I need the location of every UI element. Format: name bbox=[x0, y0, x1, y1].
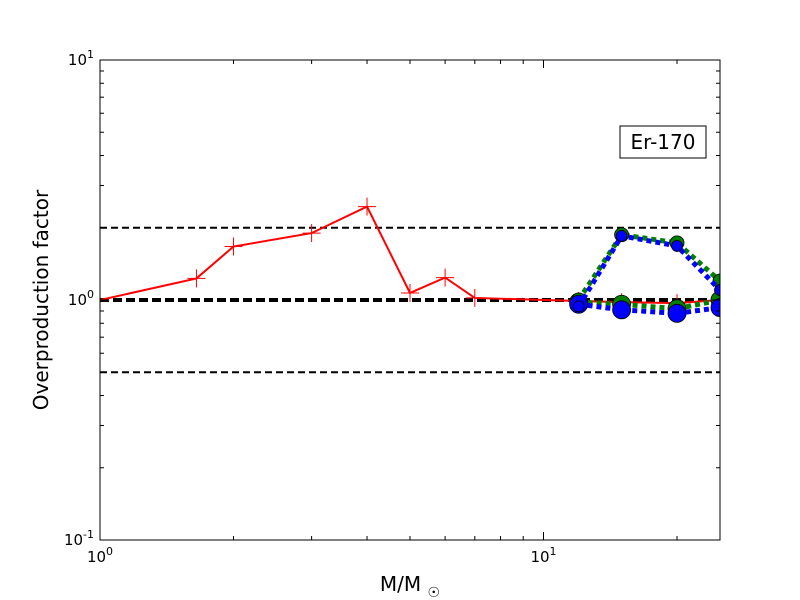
y-axis-label: Overproduction factor bbox=[29, 189, 53, 410]
x-axis-label: M/M ☉ bbox=[380, 572, 440, 600]
minor-ticks bbox=[100, 60, 720, 540]
data-point bbox=[671, 240, 683, 252]
data-point bbox=[187, 269, 206, 288]
annotation-box: Er-170 bbox=[619, 125, 707, 159]
annotation-label: Er-170 bbox=[631, 130, 696, 154]
y-tick-label: 100 bbox=[68, 288, 94, 309]
series-4 bbox=[572, 229, 720, 313]
data-point bbox=[710, 298, 720, 317]
series-line-0 bbox=[100, 205, 720, 305]
data-point bbox=[714, 284, 720, 296]
y-tick-label: 101 bbox=[68, 48, 94, 69]
data-point bbox=[612, 300, 632, 320]
data-point bbox=[667, 303, 687, 323]
series-3 bbox=[569, 294, 720, 323]
data-point bbox=[465, 288, 484, 307]
data-point bbox=[224, 237, 243, 256]
data-point bbox=[358, 197, 377, 216]
data-point bbox=[615, 229, 628, 242]
series-layer bbox=[100, 197, 720, 323]
y-tick-label: 10-1 bbox=[64, 528, 94, 549]
data-point bbox=[401, 283, 419, 302]
data-point bbox=[302, 224, 321, 243]
reference-lines bbox=[100, 226, 720, 374]
x-axis-label-subscript: ☉ bbox=[428, 585, 441, 600]
x-tick-label: 100 bbox=[87, 545, 113, 566]
data-point bbox=[436, 268, 455, 287]
data-point bbox=[572, 300, 585, 313]
plot-frame bbox=[99, 59, 721, 541]
series-line-1 bbox=[578, 297, 720, 312]
series-line-2 bbox=[576, 232, 720, 302]
series-line-4 bbox=[576, 233, 720, 308]
x-axis-label-text: M/M bbox=[380, 572, 421, 596]
series-line-3 bbox=[578, 301, 720, 316]
x-tick-label: 101 bbox=[530, 545, 556, 566]
